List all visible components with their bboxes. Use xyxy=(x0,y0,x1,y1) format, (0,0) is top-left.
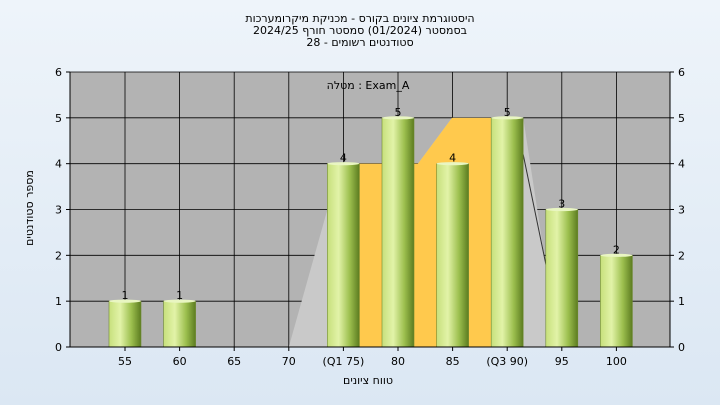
y-tick-label-right: 4 xyxy=(678,158,685,171)
assignment-label: מטלה : Exam_A xyxy=(327,79,410,92)
bar-top xyxy=(600,253,633,257)
y-tick-label-left: 6 xyxy=(55,66,62,79)
bar xyxy=(600,255,633,348)
y-tick-label-right: 6 xyxy=(678,66,685,79)
bar xyxy=(381,117,415,348)
x-tick-label: 85 xyxy=(446,355,460,368)
y-tick-label-left: 4 xyxy=(55,158,62,171)
y-tick-label-left: 2 xyxy=(55,249,62,262)
data-label: 2 xyxy=(613,243,620,256)
y-tick-label-left: 0 xyxy=(55,341,62,354)
bar xyxy=(163,300,196,348)
bar xyxy=(490,117,524,348)
bar-top xyxy=(436,162,469,166)
chart-title-line-1: היסטוגרמת ציונים בקורס - מכניקת מיקרומער… xyxy=(245,12,474,25)
y-tick-label-right: 0 xyxy=(678,341,685,354)
bar xyxy=(436,163,469,348)
bars xyxy=(108,116,633,348)
bar-top xyxy=(327,162,360,166)
bar-top xyxy=(382,116,414,120)
y-tick-label-right: 3 xyxy=(678,204,685,217)
x-tick-label: 55 xyxy=(118,355,132,368)
chart-title-line-3: 28 - סטודנטים רשומים xyxy=(306,36,413,49)
data-label: 3 xyxy=(558,198,565,211)
bar xyxy=(108,300,142,348)
x-tick-label: 95 xyxy=(555,355,569,368)
data-label: 1 xyxy=(122,289,129,302)
data-label: 4 xyxy=(340,152,347,165)
x-tick-label: 100 xyxy=(606,355,627,368)
trend-line xyxy=(522,154,549,274)
chart-title-line-2: בסמסטר (01/2024) סמסטר חורף 2024/25 xyxy=(253,24,467,37)
x-axis-title: טווח ציונים xyxy=(343,374,393,387)
x-tick-label: 60 xyxy=(173,355,187,368)
axes xyxy=(66,71,674,351)
y-tick-label-right: 1 xyxy=(678,295,685,308)
data-label: 5 xyxy=(395,106,402,119)
y-tick-label-left: 5 xyxy=(55,112,62,125)
bar-top xyxy=(109,299,141,303)
bar xyxy=(545,209,579,348)
x-tick-label: 65 xyxy=(227,355,241,368)
x-tick-label: (Q3 90) xyxy=(486,355,528,368)
x-tick-label: 70 xyxy=(282,355,296,368)
x-tick-label: (Q1 75) xyxy=(323,355,365,368)
data-label: 5 xyxy=(504,106,511,119)
y-axis-title: מספר סטודנטים xyxy=(23,170,36,246)
bar-top xyxy=(545,207,578,212)
data-label: 1 xyxy=(176,289,183,302)
y-tick-label-right: 2 xyxy=(678,249,685,262)
data-label: 4 xyxy=(449,152,456,165)
y-tick-label-left: 1 xyxy=(55,295,62,308)
bar-top xyxy=(491,116,524,120)
x-tick-label: 80 xyxy=(391,355,405,368)
bar xyxy=(327,163,360,348)
bar-top xyxy=(163,299,196,303)
y-tick-label-left: 3 xyxy=(55,204,62,217)
y-tick-label-right: 5 xyxy=(678,112,685,125)
